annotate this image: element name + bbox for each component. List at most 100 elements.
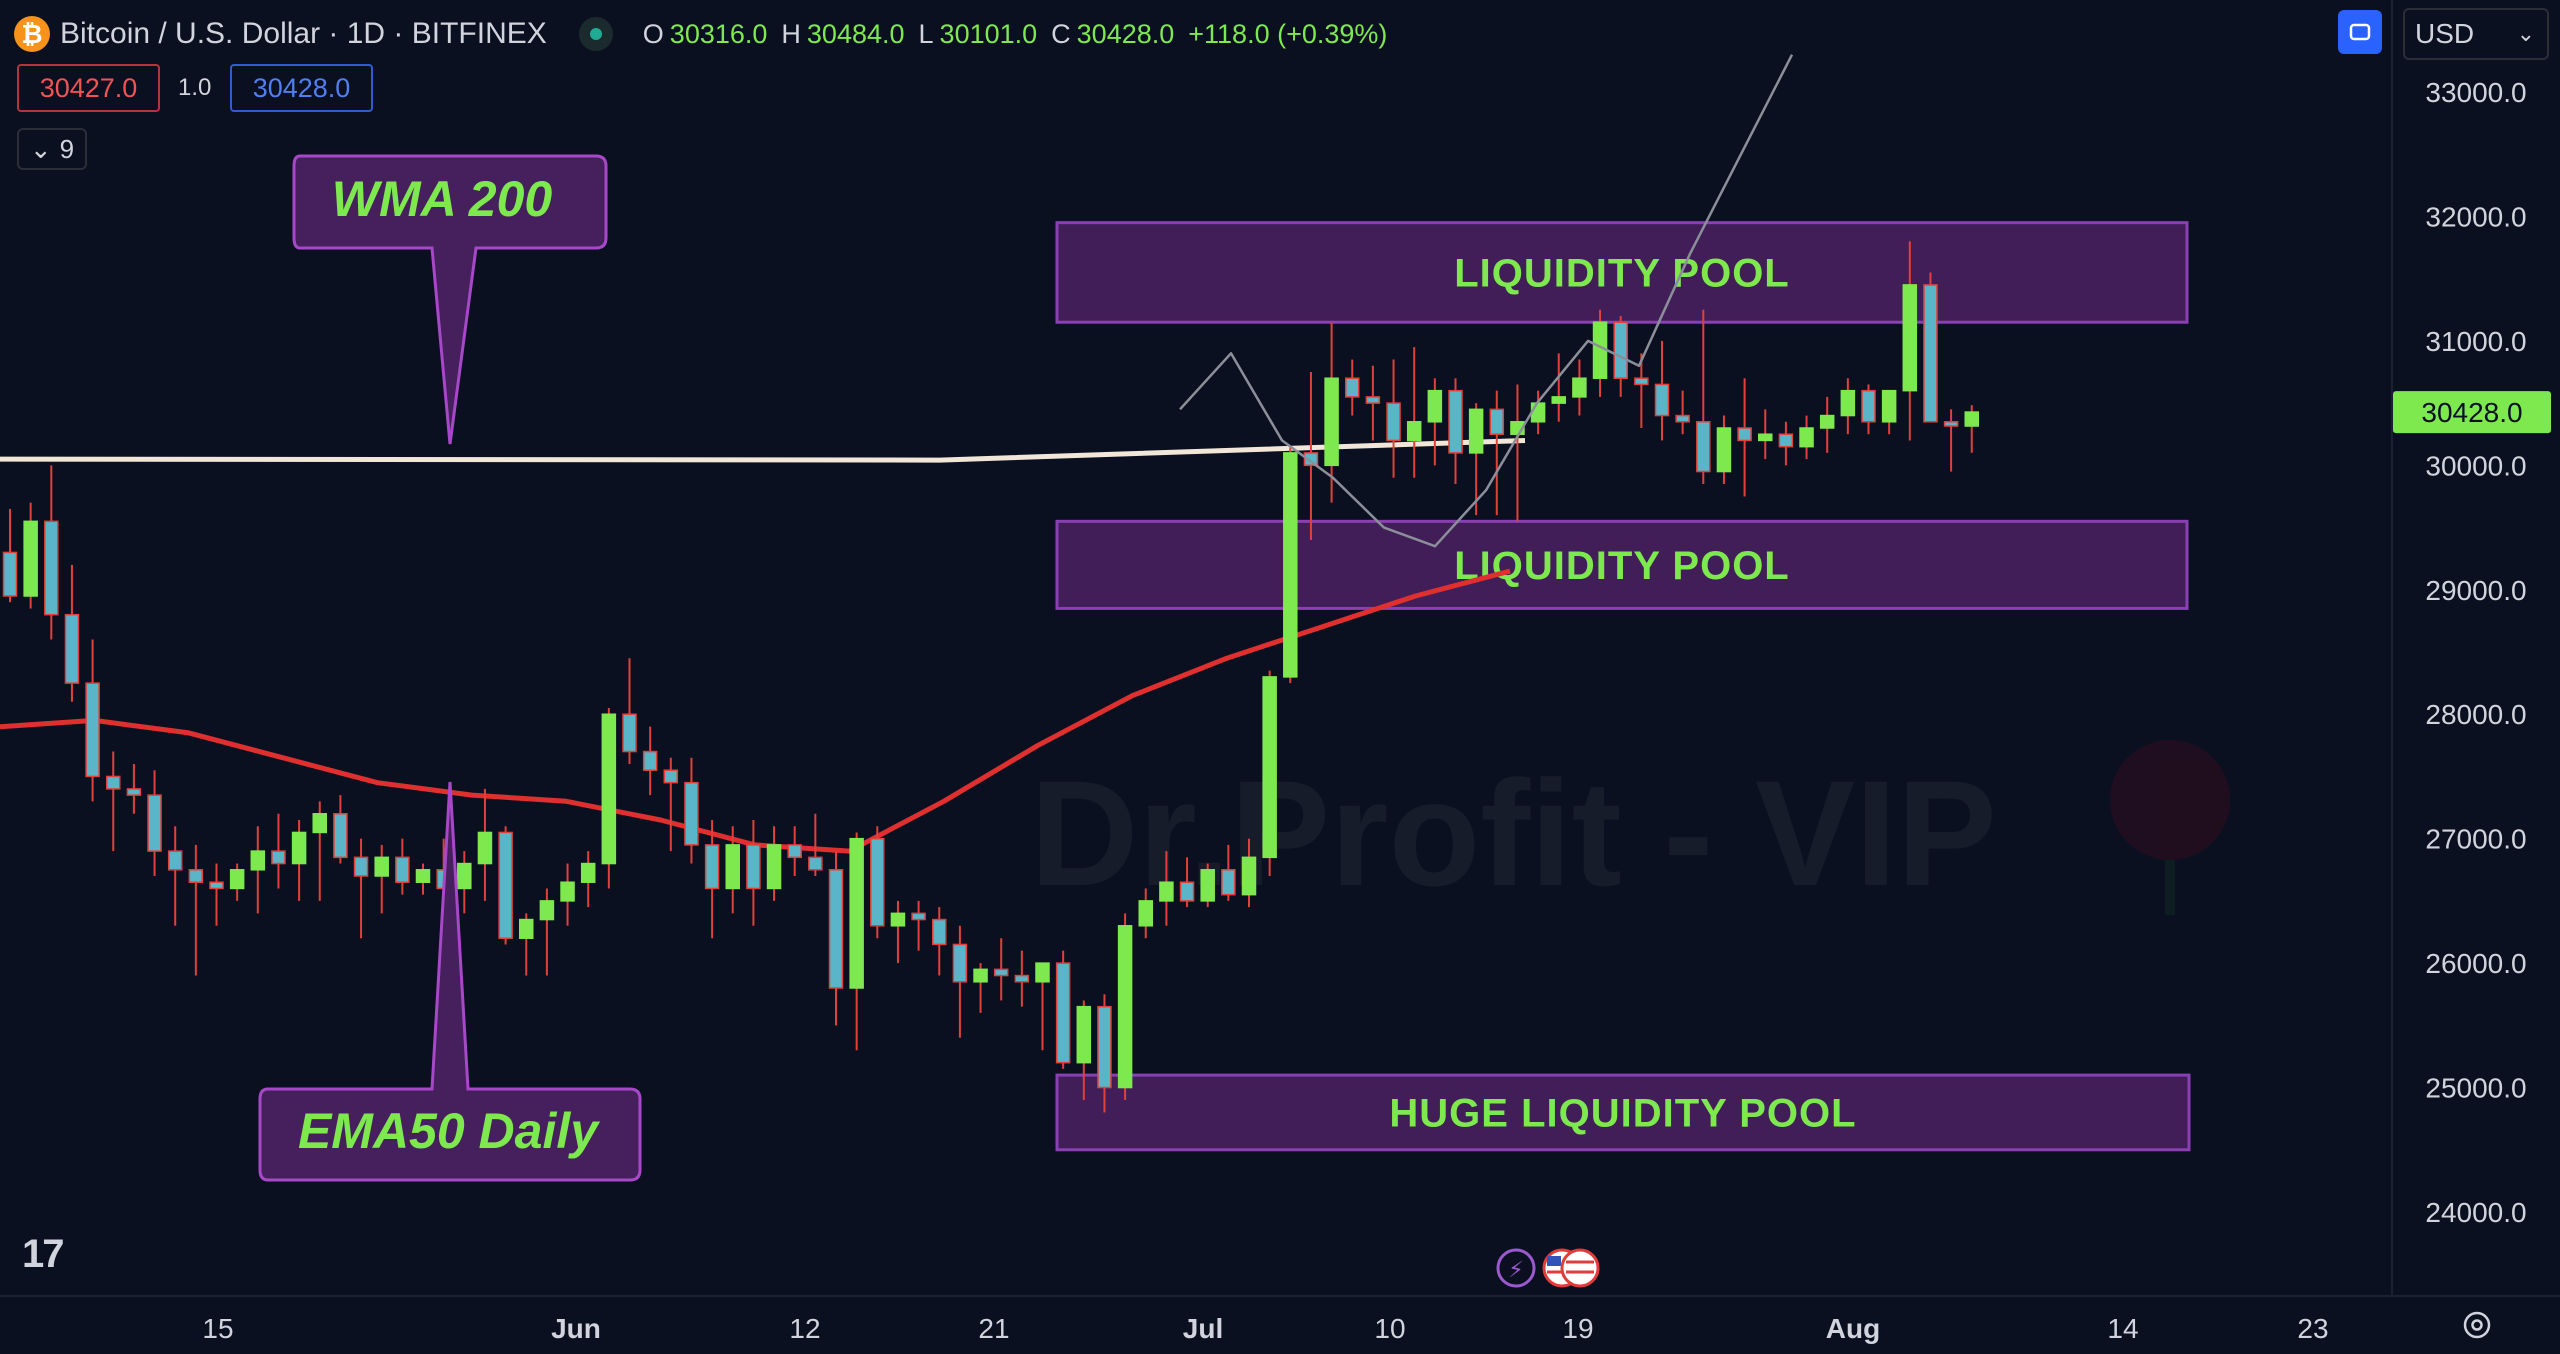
candle[interactable] [147,770,162,876]
candle[interactable] [849,832,864,1051]
candle[interactable] [1551,353,1566,422]
candle[interactable] [1035,962,1050,1051]
candle[interactable] [477,788,493,901]
candle[interactable] [1902,241,1918,441]
candle[interactable] [1241,838,1257,908]
candle[interactable] [1572,359,1587,416]
candle[interactable] [828,851,844,1026]
candle[interactable] [415,863,431,895]
candle[interactable] [622,658,637,764]
candle[interactable] [1819,396,1835,453]
order-quantity[interactable]: 1.0 [178,74,212,101]
candle[interactable] [1696,309,1711,484]
candle[interactable] [457,851,472,914]
candle[interactable] [1799,415,1814,460]
candle[interactable] [1778,421,1794,466]
candle[interactable] [1303,372,1319,540]
candle[interactable] [1076,1000,1092,1100]
candle[interactable] [1365,365,1381,441]
ema50-callout[interactable]: EMA50 Daily [258,781,642,1182]
candle[interactable] [1406,347,1422,478]
candle[interactable] [1283,446,1298,684]
candle[interactable] [271,813,286,889]
liquidity-zone-3[interactable] [1055,1073,2191,1152]
tradingview-logo-icon[interactable]: 17 [22,1232,64,1276]
candle[interactable] [746,820,761,926]
candle[interactable] [1675,390,1690,435]
indicators-toggle-button[interactable]: ⌄ 9 [17,128,87,170]
candle[interactable] [1468,403,1484,516]
candle[interactable] [1159,851,1174,926]
sell-price-button[interactable]: 30427.0 [17,64,160,112]
liquidity-zone-1[interactable] [1055,221,2189,324]
us-flag-icon-2[interactable] [1560,1248,1600,1288]
candle[interactable] [167,826,183,926]
candle[interactable] [1386,359,1401,478]
candle[interactable] [973,963,988,1013]
candle[interactable] [1138,888,1153,939]
candle[interactable] [1179,857,1195,908]
candle[interactable] [1881,389,1897,435]
candle[interactable] [209,863,224,926]
candle[interactable] [106,751,121,852]
candle[interactable] [23,502,38,609]
market-status-icon[interactable] [578,17,613,51]
candle[interactable] [663,757,679,852]
candle[interactable] [560,863,575,926]
candle[interactable] [1221,844,1236,901]
candle[interactable] [291,820,307,901]
candle[interactable] [1943,409,1959,472]
candle[interactable] [890,900,906,964]
candle[interactable] [250,826,266,914]
projection-path[interactable] [1179,54,1794,548]
candle[interactable] [1345,359,1360,416]
candle[interactable] [1014,950,1030,1007]
candle[interactable] [188,844,204,976]
candle[interactable] [498,826,513,945]
candle[interactable] [1716,415,1732,484]
candle[interactable] [1592,309,1608,397]
candle[interactable] [539,888,555,976]
candle[interactable] [808,813,823,876]
symbol-title[interactable]: Bitcoin / U.S. Dollar · 1D · BITFINEX [60,17,547,50]
candle[interactable] [1324,322,1339,503]
candle[interactable] [787,826,802,876]
candle[interactable] [1923,272,1938,423]
candle[interactable] [1840,378,1856,435]
candle[interactable] [952,925,968,1038]
candle[interactable] [932,907,947,976]
candle[interactable] [580,851,596,908]
candle[interactable] [312,801,327,901]
candle[interactable] [766,826,782,901]
candle[interactable] [64,564,80,702]
candle[interactable] [229,863,245,901]
event-flag-icon[interactable] [1496,1248,1536,1288]
candle[interactable] [1489,390,1505,516]
candle[interactable] [1200,863,1215,908]
candle[interactable] [1262,670,1277,876]
settings-gear-icon[interactable] [2460,1308,2494,1342]
candle[interactable] [395,838,410,895]
sync-icon[interactable] [2338,10,2382,54]
candle[interactable] [704,820,720,939]
candle[interactable] [642,726,658,796]
candle[interactable] [1861,384,1876,435]
candle[interactable] [684,757,699,864]
candle[interactable] [333,795,348,864]
candle[interactable] [1654,340,1670,441]
candle[interactable] [1737,378,1752,497]
candle[interactable] [993,938,1009,1001]
liquidity-zone-2[interactable] [1055,519,2189,610]
candle[interactable] [1117,913,1133,1100]
candle[interactable] [1964,405,1979,453]
candle[interactable] [1448,378,1463,484]
buy-price-button[interactable]: 30428.0 [230,64,373,112]
candle[interactable] [725,826,740,914]
candle[interactable] [601,708,617,889]
candle[interactable] [44,465,59,640]
candle[interactable] [1097,994,1112,1113]
candle[interactable] [1758,409,1773,460]
candle[interactable] [126,764,142,814]
candle[interactable] [1634,353,1649,428]
